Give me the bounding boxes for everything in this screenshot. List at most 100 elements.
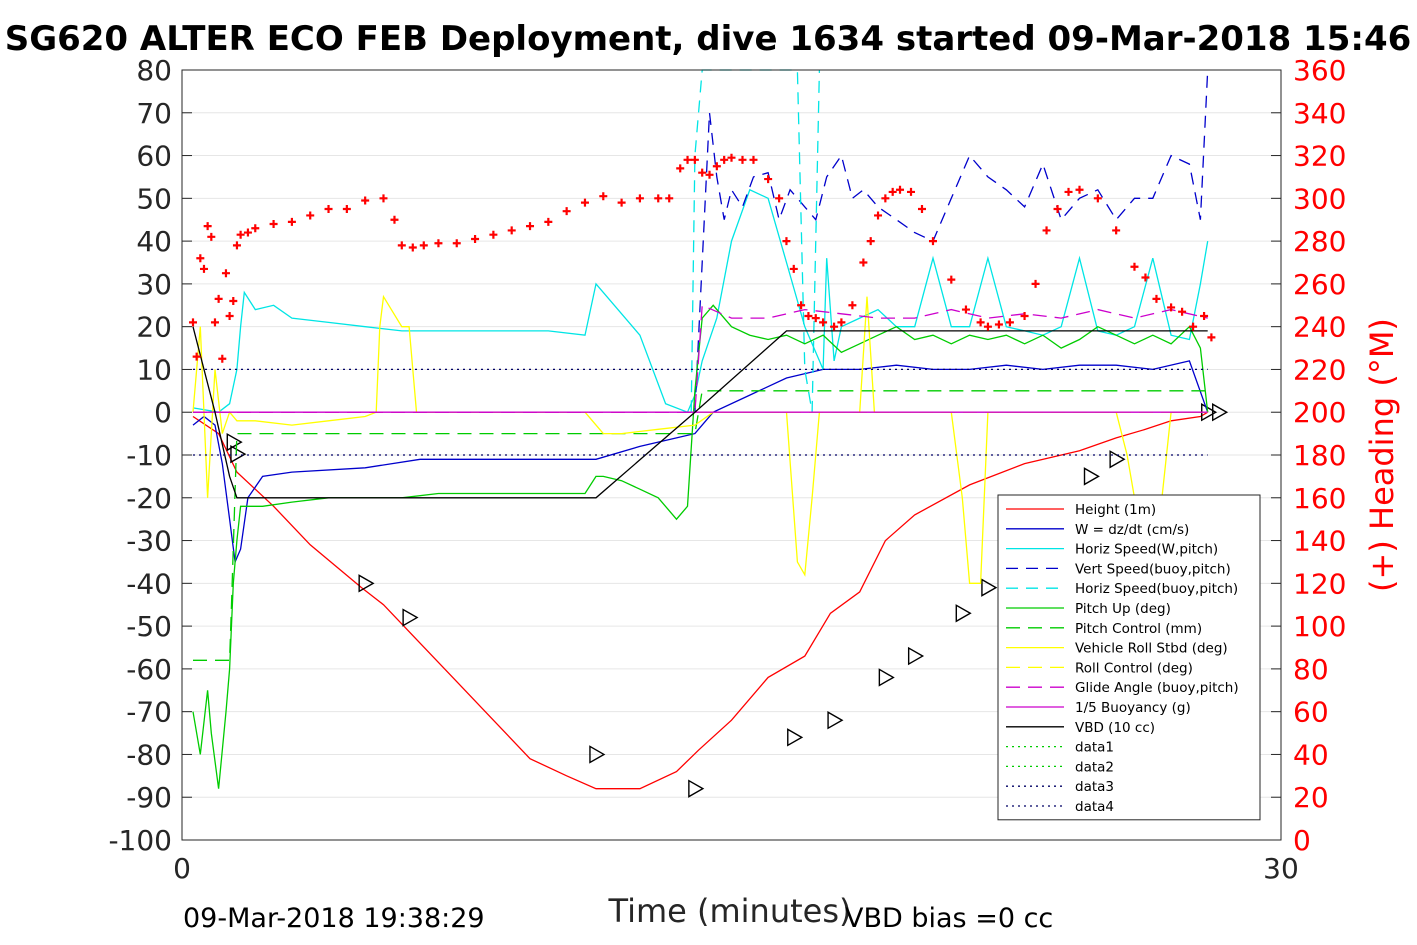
heading-point: [218, 354, 227, 363]
legend-entry: W = dz/dt (cm/s): [1075, 522, 1189, 538]
timestamp-footer: 09-Mar-2018 19:38:29: [183, 903, 485, 934]
y-tick-label: 10: [136, 353, 172, 386]
y-tick-label: 80: [136, 54, 172, 87]
heading-point: [1112, 226, 1121, 235]
heading-point: [665, 194, 674, 203]
heading-point: [789, 264, 798, 273]
y-tick-label: 50: [136, 182, 172, 215]
plot-series: [188, 69, 1229, 798]
legend-entry: Vert Speed(buoy,pitch): [1075, 561, 1231, 577]
heading-point: [287, 217, 296, 226]
heading-point: [214, 294, 223, 303]
heading-point: [983, 322, 992, 331]
y-tick-label: -20: [126, 482, 172, 515]
heading-point: [947, 275, 956, 284]
data-marker: [1212, 403, 1229, 422]
data-marker: [688, 779, 705, 798]
legend-entry: data4: [1075, 799, 1114, 815]
x-tick-label: 30: [1263, 852, 1299, 885]
heading-point: [1189, 322, 1198, 331]
heading-point: [192, 352, 201, 361]
heading-point: [507, 226, 516, 235]
data-marker: [358, 574, 375, 593]
heading-point: [848, 301, 857, 310]
heading-point: [342, 205, 351, 214]
legend-entry: Vehicle Roll Stbd (deg): [1075, 641, 1228, 657]
heading-point: [1167, 303, 1176, 312]
heading-point: [907, 187, 916, 196]
heading-point: [599, 192, 608, 201]
y-tick-label: -80: [126, 738, 172, 771]
heading-point: [203, 222, 212, 231]
heading-point: [859, 258, 868, 267]
heading-point: [1020, 311, 1029, 320]
series-line: [192, 304, 1209, 789]
heading-point: [881, 194, 890, 203]
heading-point: [544, 217, 553, 226]
heading-point: [221, 269, 230, 278]
heading-point: [804, 311, 813, 320]
heading-point: [489, 230, 498, 239]
y-tick-label: -70: [126, 696, 172, 729]
heading-point: [874, 211, 883, 220]
legend-entry: Horiz Speed(buoy,pitch): [1075, 581, 1238, 597]
heading-point: [580, 198, 589, 207]
y-right-tick-label: 100: [1293, 610, 1346, 643]
y-right-tick-label: 40: [1293, 738, 1329, 771]
heading-point: [738, 155, 747, 164]
heading-point: [837, 318, 846, 327]
heading-point: [1152, 294, 1161, 303]
heading-point: [225, 311, 234, 320]
heading-point: [251, 224, 260, 233]
legend: Height (1m) W = dz/dt (cm/s) Horiz Speed(W…: [997, 494, 1261, 821]
heading-point: [526, 222, 535, 231]
data-marker: [226, 432, 243, 452]
heading-point: [229, 297, 238, 305]
vbd-bias-footer: VBD bias =0 cc: [845, 903, 1053, 934]
heading-point: [830, 322, 839, 331]
y-right-tick-label: 20: [1293, 781, 1329, 814]
legend-entry: VBD (10 cc): [1075, 720, 1155, 736]
heading-point: [698, 168, 707, 177]
heading-point: [188, 318, 197, 327]
heading-point: [690, 155, 699, 164]
heading-point: [654, 194, 663, 203]
heading-point: [1042, 226, 1051, 235]
heading-point: [1130, 262, 1139, 271]
series-line: [192, 188, 1209, 414]
heading-point: [1093, 194, 1102, 203]
series-line: [193, 304, 1208, 413]
data-marker: [230, 444, 247, 464]
y-tick-label: 20: [136, 311, 172, 344]
y-right-tick-label: 360: [1293, 54, 1346, 87]
y-right-tick-label: 0: [1293, 824, 1311, 857]
heading-point: [1075, 185, 1084, 194]
data-marker: [589, 745, 606, 764]
heading-point: [720, 155, 729, 164]
series-line: [192, 411, 1209, 790]
heading-point: [306, 211, 315, 220]
y-tick-label: -50: [126, 610, 172, 643]
heading-point: [797, 301, 806, 310]
y-tick-label: 70: [136, 97, 172, 130]
legend-entry: Roll Control (deg): [1075, 660, 1193, 676]
heading-point: [1141, 273, 1150, 282]
heading-point: [1031, 279, 1040, 288]
legend-entry: data2: [1075, 759, 1114, 775]
series-line: [192, 360, 1209, 565]
heading-point: [1005, 318, 1014, 327]
data-marker: [787, 728, 804, 747]
heading-point: [683, 155, 692, 164]
heading-point: [199, 264, 208, 273]
legend-entry: Horiz Speed(W,pitch): [1075, 542, 1218, 558]
heading-point: [419, 241, 428, 250]
y-right-tick-label: 220: [1293, 353, 1346, 386]
y-tick-label: 30: [136, 268, 172, 301]
legend-entry: Glide Angle (buoy,pitch): [1075, 680, 1239, 696]
heading-point: [232, 241, 241, 250]
heading-point: [196, 254, 205, 263]
heading-point: [379, 194, 388, 203]
data-marker: [878, 668, 895, 687]
y-tick-label: -60: [126, 653, 172, 686]
